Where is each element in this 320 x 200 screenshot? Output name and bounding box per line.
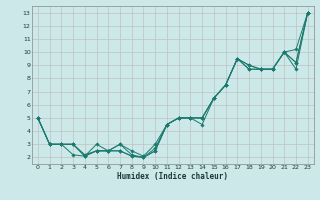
- X-axis label: Humidex (Indice chaleur): Humidex (Indice chaleur): [117, 172, 228, 181]
